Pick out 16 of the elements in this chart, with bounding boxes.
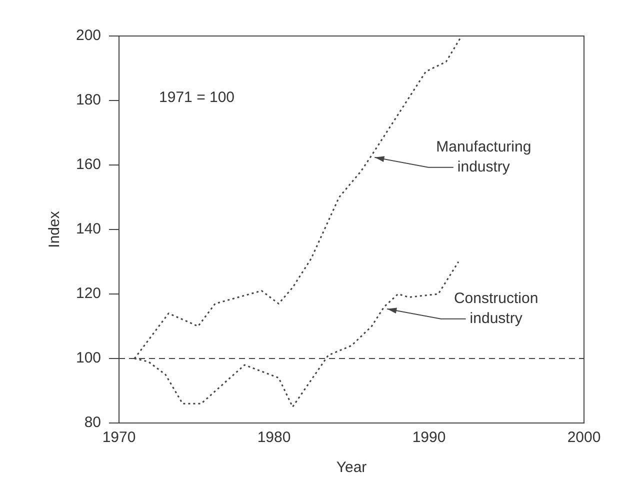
- y-tick-label: 140: [76, 220, 102, 238]
- y-tick-label: 200: [76, 27, 102, 44]
- x-tick-label: 1990: [412, 429, 446, 446]
- annotation: Construction industry: [454, 290, 538, 328]
- x-axis-title: Year: [336, 459, 367, 476]
- y-tick-label: 180: [76, 92, 102, 109]
- y-tick-label: 100: [76, 350, 102, 367]
- y-tick-label: 80: [84, 414, 102, 432]
- x-tick-label: 2000: [567, 429, 601, 446]
- y-tick-label: 120: [76, 285, 102, 302]
- annotation: 1971 = 100: [159, 89, 235, 106]
- annotation: Manufacturing industry: [436, 138, 532, 176]
- y-axis-title: Index: [46, 210, 64, 248]
- x-tick-label: 1980: [257, 429, 291, 446]
- x-tick-label: 1970: [102, 429, 136, 446]
- y-tick-label: 160: [76, 156, 102, 174]
